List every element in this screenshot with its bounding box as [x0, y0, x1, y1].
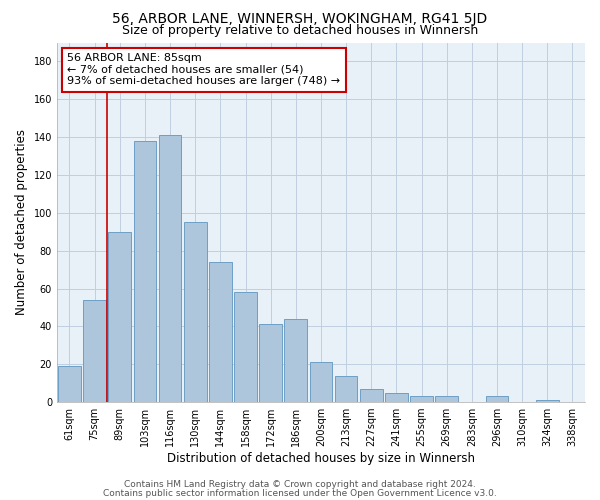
- Y-axis label: Number of detached properties: Number of detached properties: [15, 130, 28, 316]
- Bar: [284, 319, 307, 402]
- Text: 56 ARBOR LANE: 85sqm
← 7% of detached houses are smaller (54)
93% of semi-detach: 56 ARBOR LANE: 85sqm ← 7% of detached ho…: [67, 54, 341, 86]
- X-axis label: Distribution of detached houses by size in Winnersh: Distribution of detached houses by size …: [167, 452, 475, 465]
- Text: Size of property relative to detached houses in Winnersh: Size of property relative to detached ho…: [122, 24, 478, 37]
- Bar: [436, 396, 458, 402]
- Bar: [184, 222, 206, 402]
- Bar: [134, 141, 156, 402]
- Bar: [83, 300, 106, 402]
- Bar: [485, 396, 508, 402]
- Bar: [410, 396, 433, 402]
- Text: Contains public sector information licensed under the Open Government Licence v3: Contains public sector information licen…: [103, 488, 497, 498]
- Bar: [159, 135, 181, 402]
- Bar: [360, 389, 383, 402]
- Bar: [385, 392, 408, 402]
- Bar: [536, 400, 559, 402]
- Bar: [209, 262, 232, 402]
- Bar: [234, 292, 257, 402]
- Text: 56, ARBOR LANE, WINNERSH, WOKINGHAM, RG41 5JD: 56, ARBOR LANE, WINNERSH, WOKINGHAM, RG4…: [112, 12, 488, 26]
- Bar: [58, 366, 81, 402]
- Text: Contains HM Land Registry data © Crown copyright and database right 2024.: Contains HM Land Registry data © Crown c…: [124, 480, 476, 489]
- Bar: [310, 362, 332, 402]
- Bar: [109, 232, 131, 402]
- Bar: [335, 376, 358, 402]
- Bar: [259, 324, 282, 402]
